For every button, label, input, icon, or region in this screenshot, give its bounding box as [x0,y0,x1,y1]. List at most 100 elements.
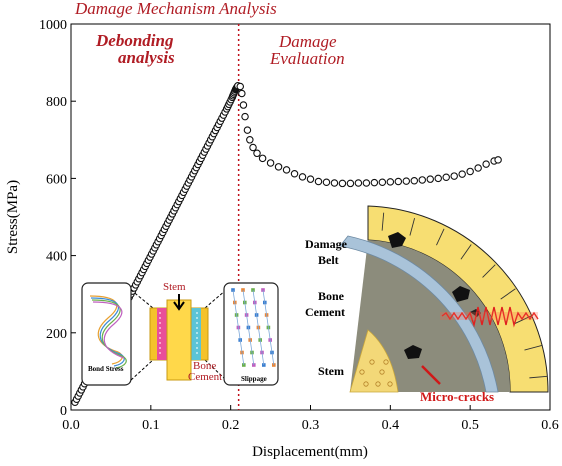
damage-blob-1 [388,232,406,248]
data-point [410,176,419,185]
data-point [338,179,347,188]
stem-label-left: Stem [163,281,186,293]
data-point [266,159,275,167]
data-point [282,166,291,174]
data-point [322,178,331,187]
damage-blob-2 [452,286,470,302]
belt-arrow-icon [436,228,445,246]
bone-label-left: Bone [193,360,216,372]
data-point [306,175,315,183]
bone-cement-label-2: Cement [305,305,345,319]
data-point [258,154,267,163]
data-point [346,179,355,188]
x-tick-label: 0.6 [541,418,559,433]
x-tick-label: 0.0 [62,418,80,433]
wave-glow [440,312,538,320]
slippage-box [223,282,279,386]
connector-2 [130,359,154,381]
x-tick-label: 0.3 [302,418,320,433]
data-point [418,176,427,184]
stem-dots [359,359,393,387]
data-point [243,126,252,134]
connector-3 [204,289,227,309]
y-tick-label: 1000 [39,18,67,33]
data-point [239,101,248,109]
debonding-label: Debonding [95,31,174,50]
data-point [238,89,246,98]
belt-arrow-icon [524,344,542,351]
slippage-line [232,289,245,366]
data-point [482,160,490,168]
data-point [330,179,339,187]
damage-label: Damage [278,32,337,51]
data-point [402,177,411,185]
y-tick-label: 400 [46,250,67,265]
data-point [494,156,502,164]
data-point [466,167,474,176]
stem-dot [387,381,393,387]
slippage-line [242,289,255,366]
belt-arrow-icon [529,375,548,379]
damage-blob-3 [404,345,422,359]
bone-cement-label-1: Bone [318,289,345,303]
slippage-grid [231,288,276,367]
stem-dot [383,359,389,365]
damage-belt-label-2: Belt [318,253,339,267]
y-axis-ticks: 0 200 400 600 800 1000 [39,18,76,419]
analysis-label: analysis [118,48,175,67]
belt-arrow-icon [460,244,472,260]
slippage-line [252,289,265,366]
belt-arrow-icon [482,264,496,278]
bond-curve-purple [92,301,125,359]
damage-belt-label-1: Damage [305,237,348,251]
belt-arrow-icon [381,212,385,231]
data-point [298,173,307,181]
chart-title: Damage Mechanism Analysis [74,0,277,18]
stem-label-right: Stem [318,364,344,378]
data-point [378,178,387,187]
data-point [253,149,261,158]
y-axis-label: Stress(MPa) [5,180,21,254]
bond-curve-green [91,299,127,369]
x-tick-label: 0.1 [142,418,160,433]
slippage-line [262,289,275,366]
stem-interface-band [339,235,499,393]
bond-stress-label: Bond Stress [88,365,124,373]
y-tick-label: 800 [46,95,67,110]
data-point [236,82,244,91]
x-tick-label: 0.4 [382,418,400,433]
evaluation-label: Evaluation [269,49,345,68]
inset-damage-diagram: Damage Belt Bone Cement Stem Micro-crack… [305,205,549,404]
data-point [354,179,363,187]
y-tick-label: 200 [46,327,67,342]
stem-dot [363,381,369,387]
micro-cracks-label: Micro-cracks [420,389,494,404]
data-point [362,179,371,187]
x-axis-label: Displacement(mm) [252,444,368,460]
cement-cyan-band [189,308,201,360]
data-point [290,170,299,178]
slippage-label: Slippage [241,375,267,383]
stem-cylinder [166,299,192,381]
data-point [474,164,482,172]
stem-arrow-icon [173,294,185,311]
belt-arrow-icon [500,288,516,300]
data-point [394,177,403,186]
data-point [426,175,434,183]
data-point [450,172,458,180]
data-point [241,112,249,121]
x-tick-label: 0.5 [461,418,479,433]
x-axis-ticks: 0.0 0.1 0.2 0.3 0.4 0.5 0.6 [62,405,559,433]
data-point [386,178,395,186]
data-point [274,163,283,171]
data-point [249,143,257,152]
bone-cement-region [350,240,511,392]
data-point [246,136,254,144]
data-point [314,177,323,186]
crack-wave-icon [441,306,539,328]
data-point [370,178,379,187]
stem-dot [375,381,381,387]
data-point [442,173,450,181]
y-tick-label: 0 [60,404,67,419]
